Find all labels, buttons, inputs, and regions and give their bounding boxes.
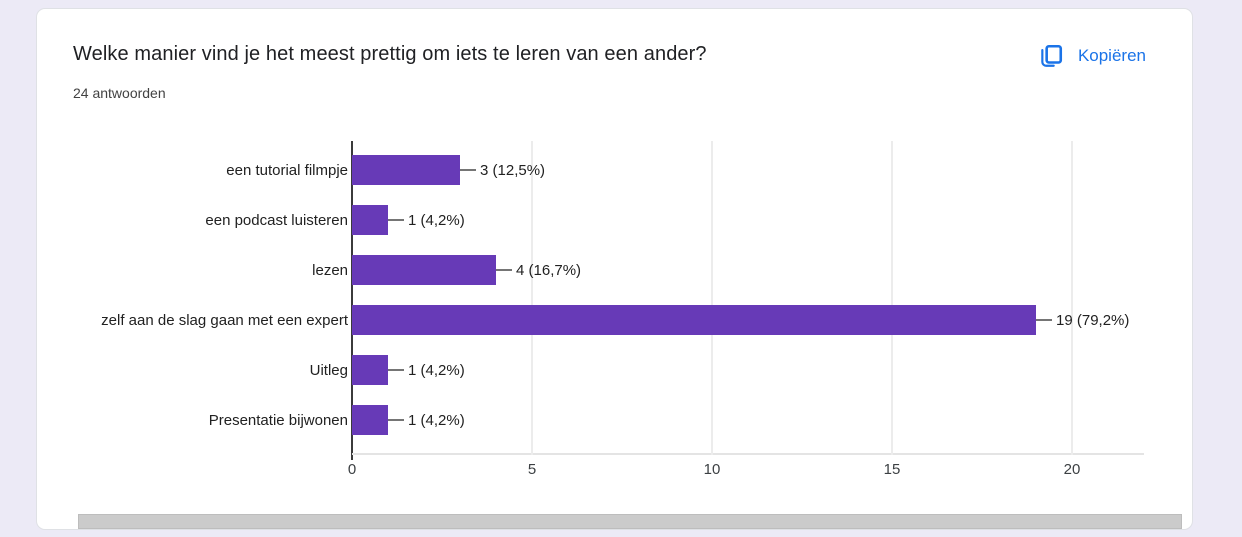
horizontal-scrollbar[interactable]: [78, 514, 1182, 529]
category-label: zelf aan de slag gaan met een expert: [101, 311, 348, 329]
category-label: Presentatie bijwonen: [208, 411, 348, 429]
bar-row: Presentatie bijwonen 1 (4,2%): [37, 395, 1194, 445]
value-label: 1 (4,2%): [408, 361, 465, 379]
value-connector-line: [388, 219, 404, 221]
x-tick-label: 10: [703, 461, 721, 478]
value-connector-line: [388, 419, 404, 421]
y-axis-line: [351, 141, 353, 460]
value-connector-line: [1036, 319, 1052, 321]
bar-row: een podcast luisteren 1 (4,2%): [37, 195, 1194, 245]
answers-count: 24 antwoorden: [73, 85, 166, 101]
value-label: 4 (16,7%): [516, 261, 582, 279]
category-label: Uitleg: [309, 361, 348, 379]
x-tick-label: 5: [527, 461, 537, 478]
bar-row: een tutorial filmpje 3 (12,5%): [37, 145, 1194, 195]
gridline: [531, 141, 533, 455]
copy-button-label: Kopiëren: [1077, 46, 1146, 65]
bar[interactable]: [352, 405, 388, 435]
x-tick-label: 15: [883, 461, 901, 478]
copy-button[interactable]: Kopiëren: [1032, 37, 1152, 75]
gridline: [711, 141, 713, 455]
gridline: [1071, 141, 1073, 455]
category-label: een tutorial filmpje: [226, 161, 348, 179]
results-card: Welke manier vind je het meest prettig o…: [36, 8, 1193, 530]
value-connector-line: [496, 269, 512, 271]
value-connector-line: [388, 369, 404, 371]
value-label: 1 (4,2%): [408, 411, 465, 429]
category-label: lezen: [312, 261, 348, 279]
bar[interactable]: [352, 255, 496, 285]
copy-icon: [1038, 43, 1064, 69]
value-label: 19 (79,2%): [1056, 311, 1130, 329]
x-tick-label: 0: [347, 461, 357, 478]
bar[interactable]: [352, 205, 388, 235]
value-connector-line: [460, 169, 476, 171]
value-label: 1 (4,2%): [408, 211, 465, 229]
question-title: Welke manier vind je het meest prettig o…: [73, 43, 707, 65]
bar[interactable]: [352, 305, 1036, 335]
bar[interactable]: [352, 355, 388, 385]
gridline: [891, 141, 893, 455]
bar-row: Uitleg 1 (4,2%): [37, 345, 1194, 395]
value-label: 3 (12,5%): [480, 161, 546, 179]
x-axis-baseline: [352, 453, 1144, 455]
category-label: een podcast luisteren: [205, 211, 348, 229]
bar-row: lezen 4 (16,7%): [37, 245, 1194, 295]
bar-chart: 0 5 10 15 20 een tutorial filmpje 3 (12,5%) een…: [37, 9, 1194, 531]
x-tick-label: 20: [1063, 461, 1081, 478]
bar[interactable]: [352, 155, 460, 185]
bar-row: zelf aan de slag gaan met een expert 19 (…: [37, 295, 1194, 345]
